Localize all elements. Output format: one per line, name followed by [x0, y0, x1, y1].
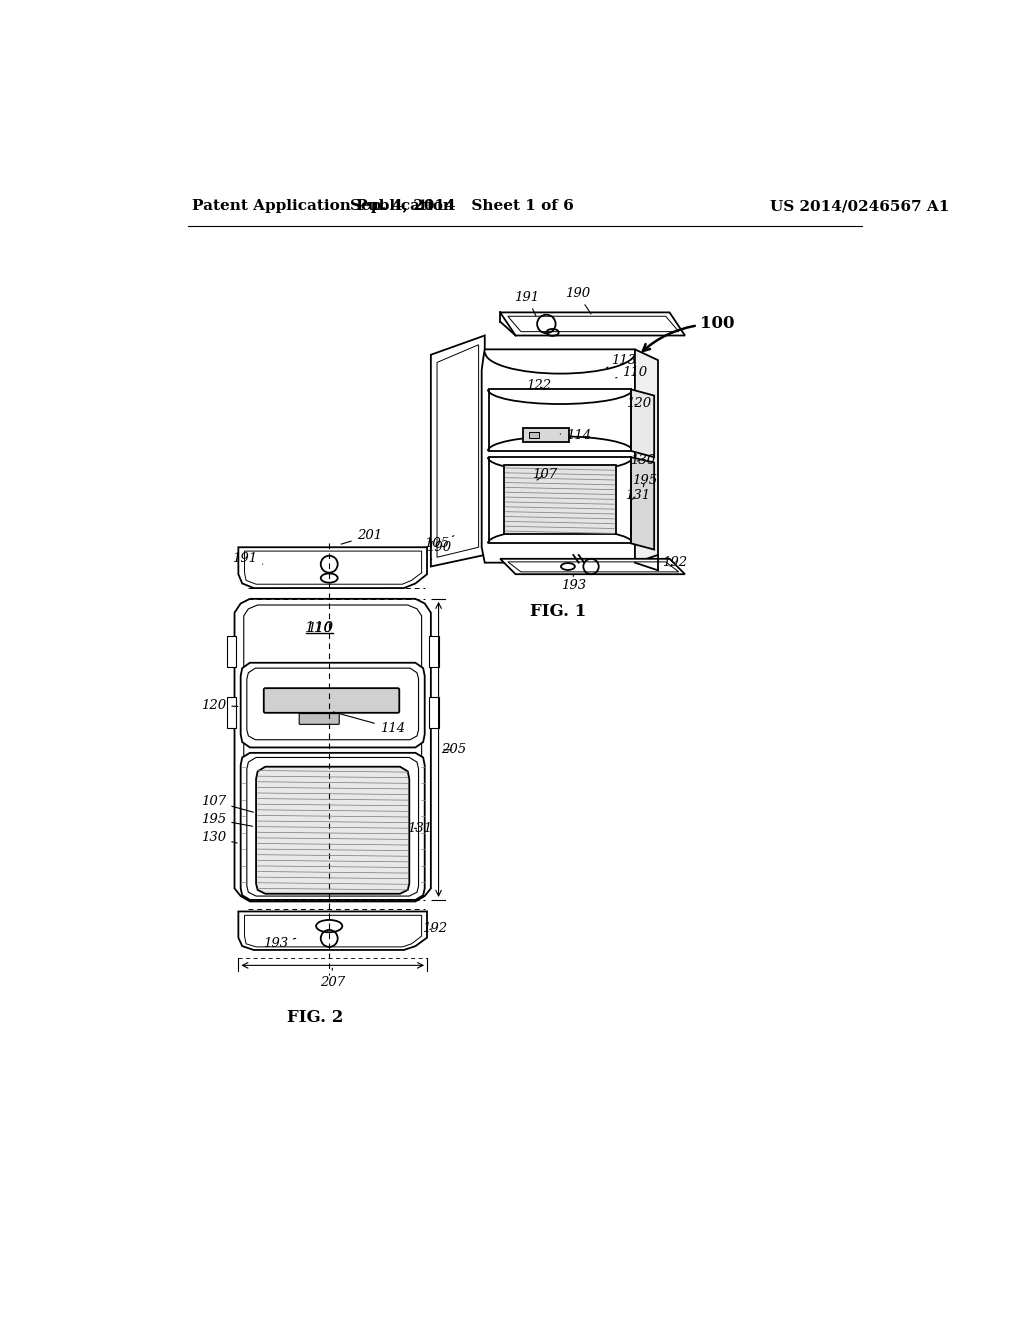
Bar [429, 697, 438, 729]
Text: 193: 193 [561, 574, 586, 593]
Polygon shape [504, 465, 615, 535]
Polygon shape [631, 389, 654, 457]
Text: 110: 110 [615, 366, 647, 379]
Text: 205: 205 [441, 743, 467, 756]
Text: 195: 195 [201, 813, 253, 826]
Bar [523, 428, 569, 442]
Polygon shape [500, 313, 685, 335]
Text: 195: 195 [633, 474, 657, 487]
Polygon shape [239, 911, 427, 950]
Bar [226, 636, 237, 667]
Text: 192: 192 [662, 556, 687, 569]
Polygon shape [241, 663, 425, 747]
Bar [429, 636, 438, 667]
Text: FIG. 2: FIG. 2 [287, 1010, 343, 1026]
Polygon shape [241, 752, 425, 900]
Text: 193: 193 [263, 937, 296, 950]
Text: 113: 113 [606, 354, 636, 368]
Polygon shape [481, 350, 639, 562]
Text: 114: 114 [334, 711, 404, 735]
Text: 190: 190 [564, 286, 591, 314]
Text: 110: 110 [304, 622, 334, 635]
Polygon shape [256, 767, 410, 894]
Polygon shape [488, 389, 631, 451]
Polygon shape [500, 558, 685, 574]
Text: Sep. 4, 2014   Sheet 1 of 6: Sep. 4, 2014 Sheet 1 of 6 [350, 199, 573, 213]
Text: 114: 114 [560, 429, 591, 442]
Polygon shape [239, 548, 427, 589]
Polygon shape [431, 335, 484, 566]
Text: 201: 201 [341, 529, 382, 544]
Bar [226, 697, 237, 729]
Text: Patent Application Publication: Patent Application Publication [193, 199, 455, 213]
Text: 110: 110 [306, 622, 332, 635]
Bar [529, 432, 539, 438]
Text: 131: 131 [407, 822, 432, 834]
Text: 122: 122 [526, 379, 551, 392]
FancyBboxPatch shape [299, 714, 339, 725]
Text: 100: 100 [643, 315, 735, 351]
Text: 107: 107 [532, 467, 557, 480]
Text: 105: 105 [425, 536, 454, 550]
Text: 131: 131 [625, 490, 650, 502]
Polygon shape [234, 599, 431, 902]
FancyBboxPatch shape [264, 688, 399, 713]
Text: 190: 190 [426, 541, 452, 560]
Text: 120: 120 [627, 397, 651, 409]
Text: 191: 191 [232, 552, 262, 565]
Text: 130: 130 [201, 832, 238, 843]
Text: 107: 107 [201, 795, 253, 812]
Polygon shape [488, 457, 631, 544]
Text: 192: 192 [422, 921, 447, 935]
Text: 191: 191 [514, 290, 540, 315]
Polygon shape [631, 457, 654, 549]
Text: 120: 120 [201, 698, 238, 711]
Text: 207: 207 [319, 968, 345, 989]
Text: 130: 130 [630, 454, 655, 467]
Text: FIG. 1: FIG. 1 [529, 603, 586, 620]
Polygon shape [635, 350, 658, 562]
Text: US 2014/0246567 A1: US 2014/0246567 A1 [770, 199, 949, 213]
